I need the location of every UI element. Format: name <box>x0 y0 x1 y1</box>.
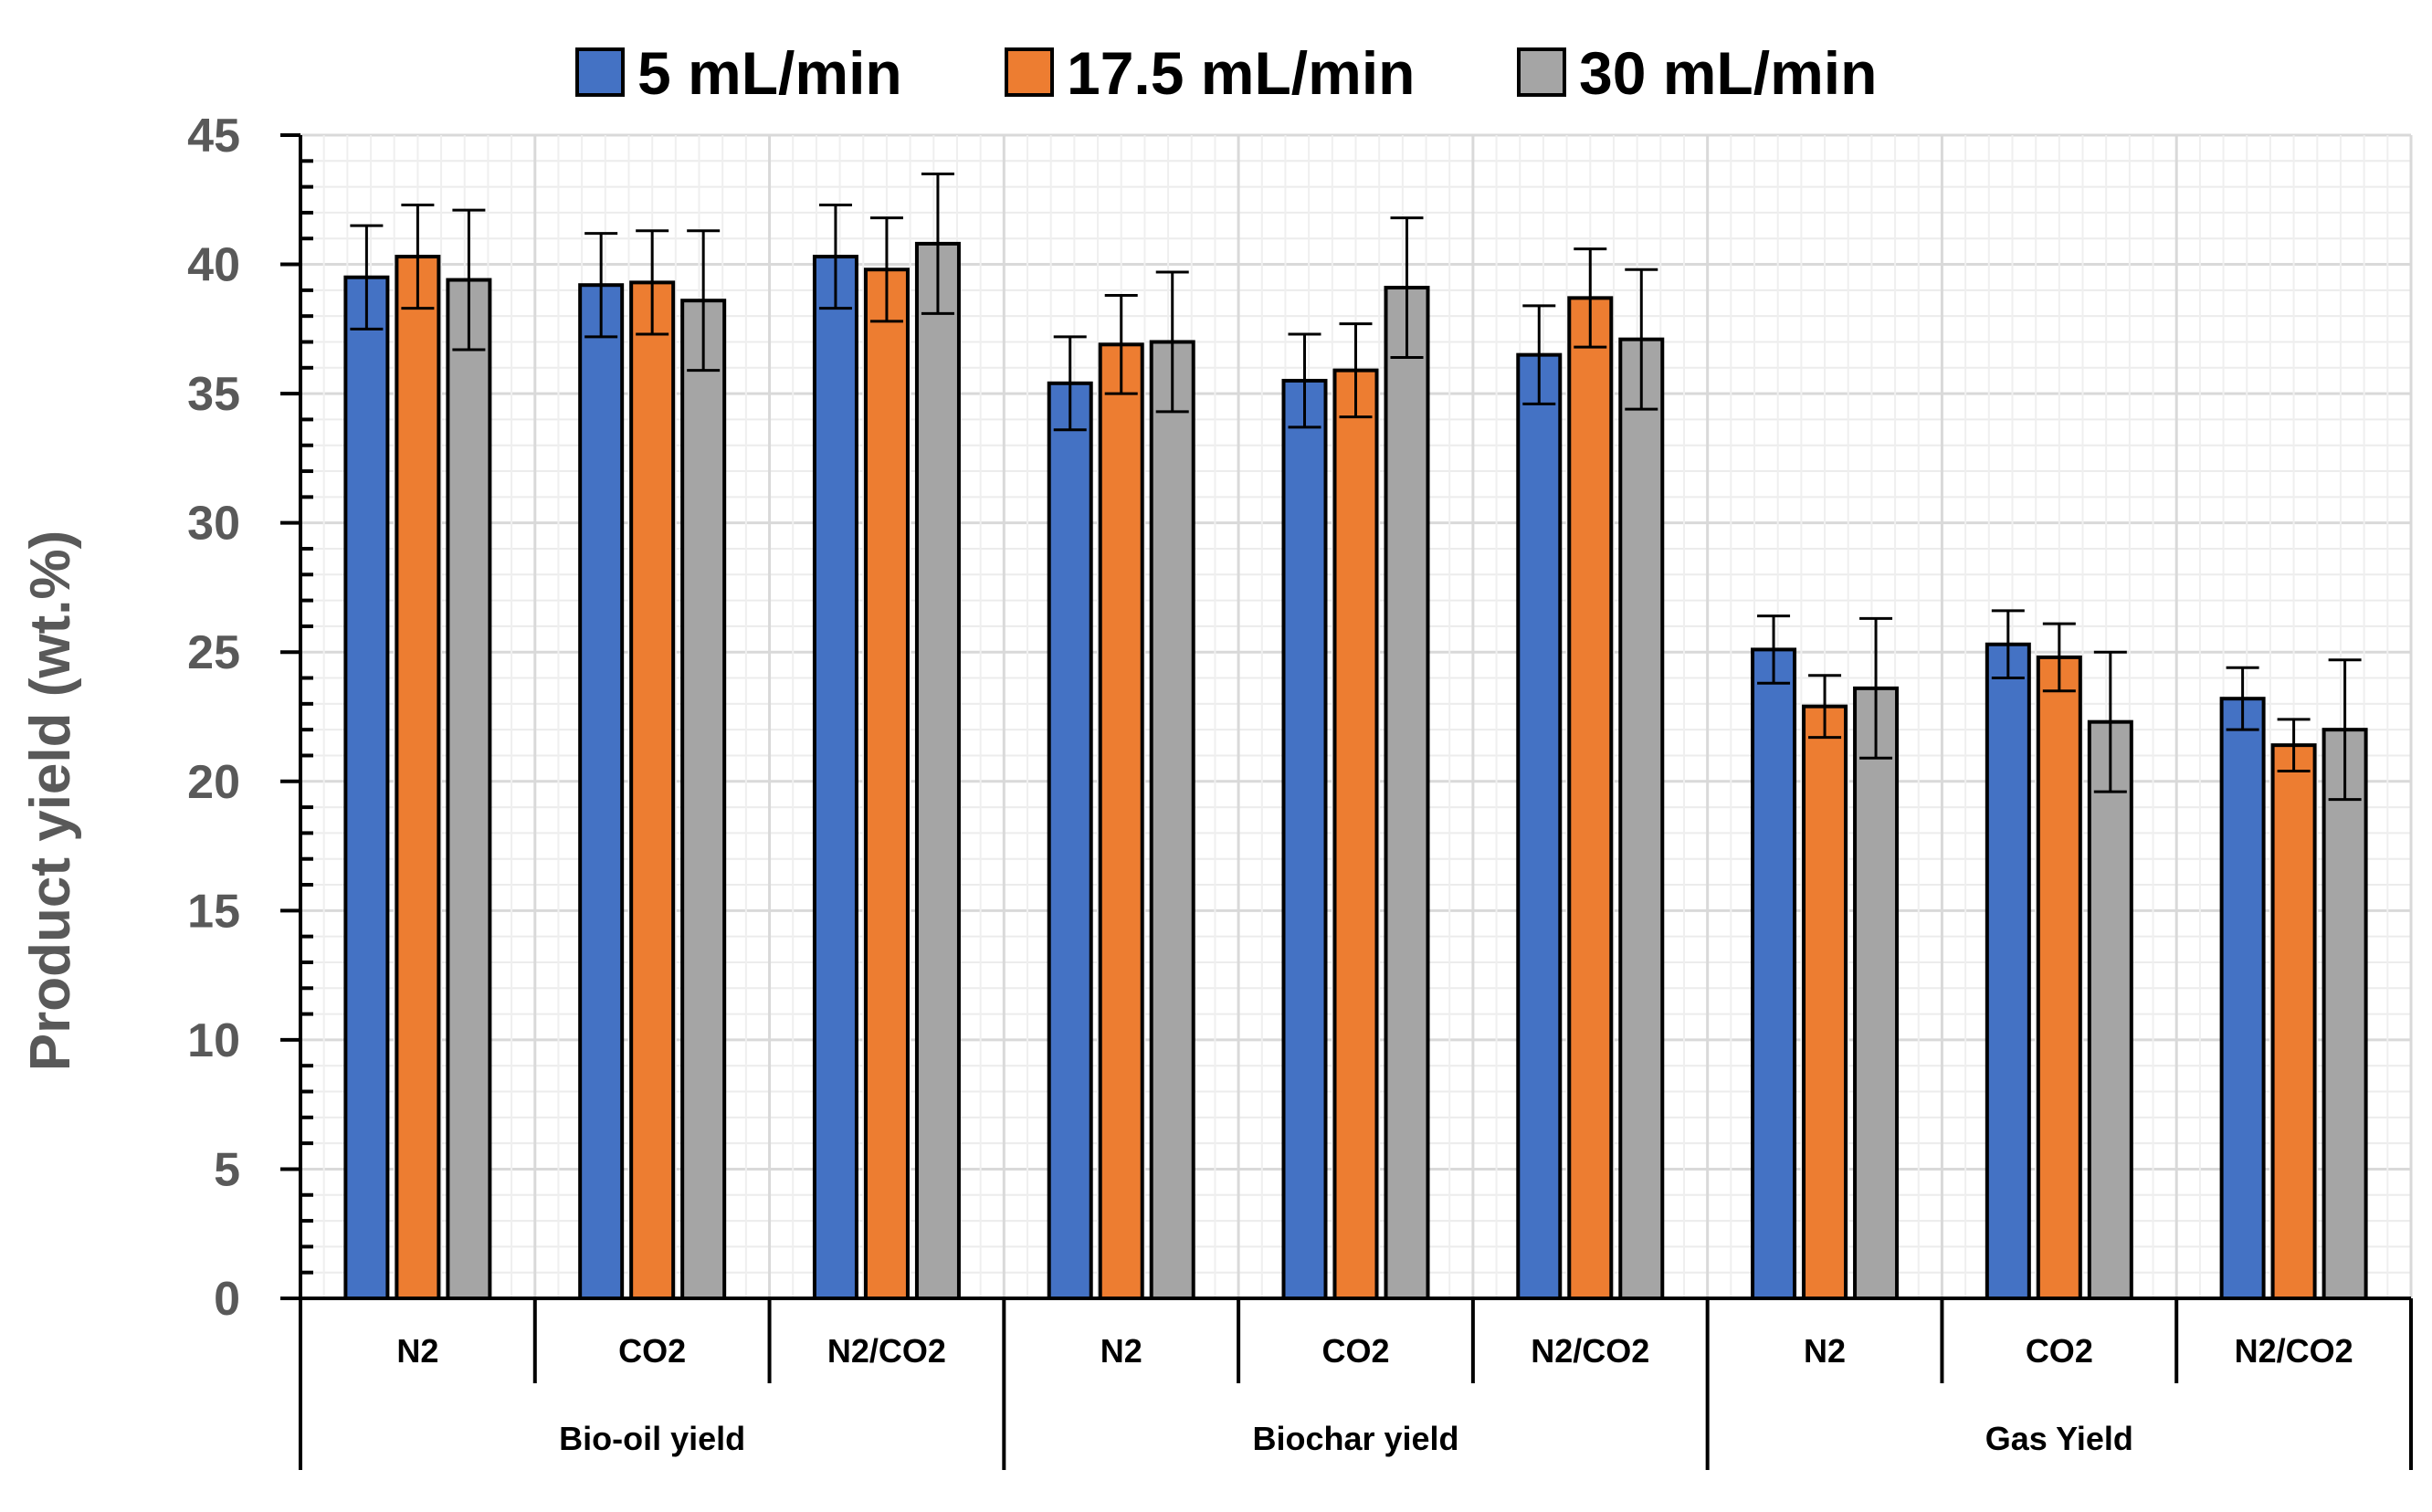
y-tick-label: 20 <box>187 756 240 809</box>
category-label: N2 <box>1804 1332 1846 1370</box>
bar <box>395 255 441 1300</box>
bar <box>1985 642 2031 1300</box>
category-label: CO2 <box>618 1332 686 1370</box>
bars <box>343 172 2368 1301</box>
category-label: N2 <box>396 1332 438 1370</box>
bar <box>1618 337 1665 1300</box>
y-tick-label: 15 <box>187 885 240 938</box>
y-tick-label: 30 <box>187 498 240 551</box>
legend-swatch <box>575 47 625 97</box>
y-tick-label: 25 <box>187 626 240 679</box>
bar <box>1567 296 1614 1300</box>
y-tick-label: 10 <box>187 1014 240 1067</box>
group-label: Biochar yield <box>1252 1420 1458 1457</box>
bar <box>914 241 961 1301</box>
bar <box>1149 340 1195 1300</box>
bar <box>578 283 625 1300</box>
y-tick-label: 5 <box>214 1143 240 1196</box>
bar <box>812 255 858 1300</box>
category-label: N2 <box>1100 1332 1142 1370</box>
category-label: N2/CO2 <box>2235 1332 2353 1370</box>
legend-swatch <box>1005 47 1054 97</box>
y-tick-label: 0 <box>214 1273 240 1326</box>
bar <box>2087 719 2133 1300</box>
group-label: Gas Yield <box>1985 1420 2133 1457</box>
legend-label: 5 mL/min <box>637 39 902 107</box>
bar <box>863 268 910 1300</box>
y-tick-label: 40 <box>187 239 240 292</box>
y-tick-label: 45 <box>187 110 240 163</box>
bar <box>2219 697 2266 1300</box>
bar <box>1853 686 1900 1300</box>
bar <box>2270 743 2317 1300</box>
bar <box>1516 352 1563 1301</box>
bar <box>1098 342 1144 1301</box>
bar <box>446 278 492 1300</box>
bar <box>1384 286 1430 1301</box>
y-tick-label: 35 <box>187 368 240 421</box>
category-label: N2/CO2 <box>827 1332 946 1370</box>
category-label: CO2 <box>1321 1332 1389 1370</box>
bar <box>1332 368 1379 1300</box>
y-axis-label: Product yield (wt.%) <box>19 530 82 1071</box>
group-label: Bio-oil yield <box>559 1420 745 1457</box>
bar <box>1802 704 1848 1300</box>
bar <box>343 275 390 1301</box>
legend-label: 17.5 mL/min <box>1067 39 1415 107</box>
axes: 0 5 10 15 20 25 30 35 40 45 N2 CO2 N2/CO2 N2 CO2 N2/CO2… <box>187 110 2413 1470</box>
bar <box>1047 381 1093 1300</box>
legend-swatch <box>1517 47 1566 97</box>
bar <box>1751 647 1797 1300</box>
category-label: CO2 <box>2026 1332 2093 1370</box>
bar <box>2036 655 2082 1300</box>
category-label: N2/CO2 <box>1531 1332 1649 1370</box>
legend-label: 30 mL/min <box>1579 39 1877 107</box>
bar <box>1281 378 1328 1300</box>
legend: 5 mL/min 17.5 mL/min 30 mL/min <box>575 39 1877 107</box>
bar <box>2321 728 2368 1300</box>
bar <box>629 280 676 1301</box>
bar <box>680 299 727 1300</box>
